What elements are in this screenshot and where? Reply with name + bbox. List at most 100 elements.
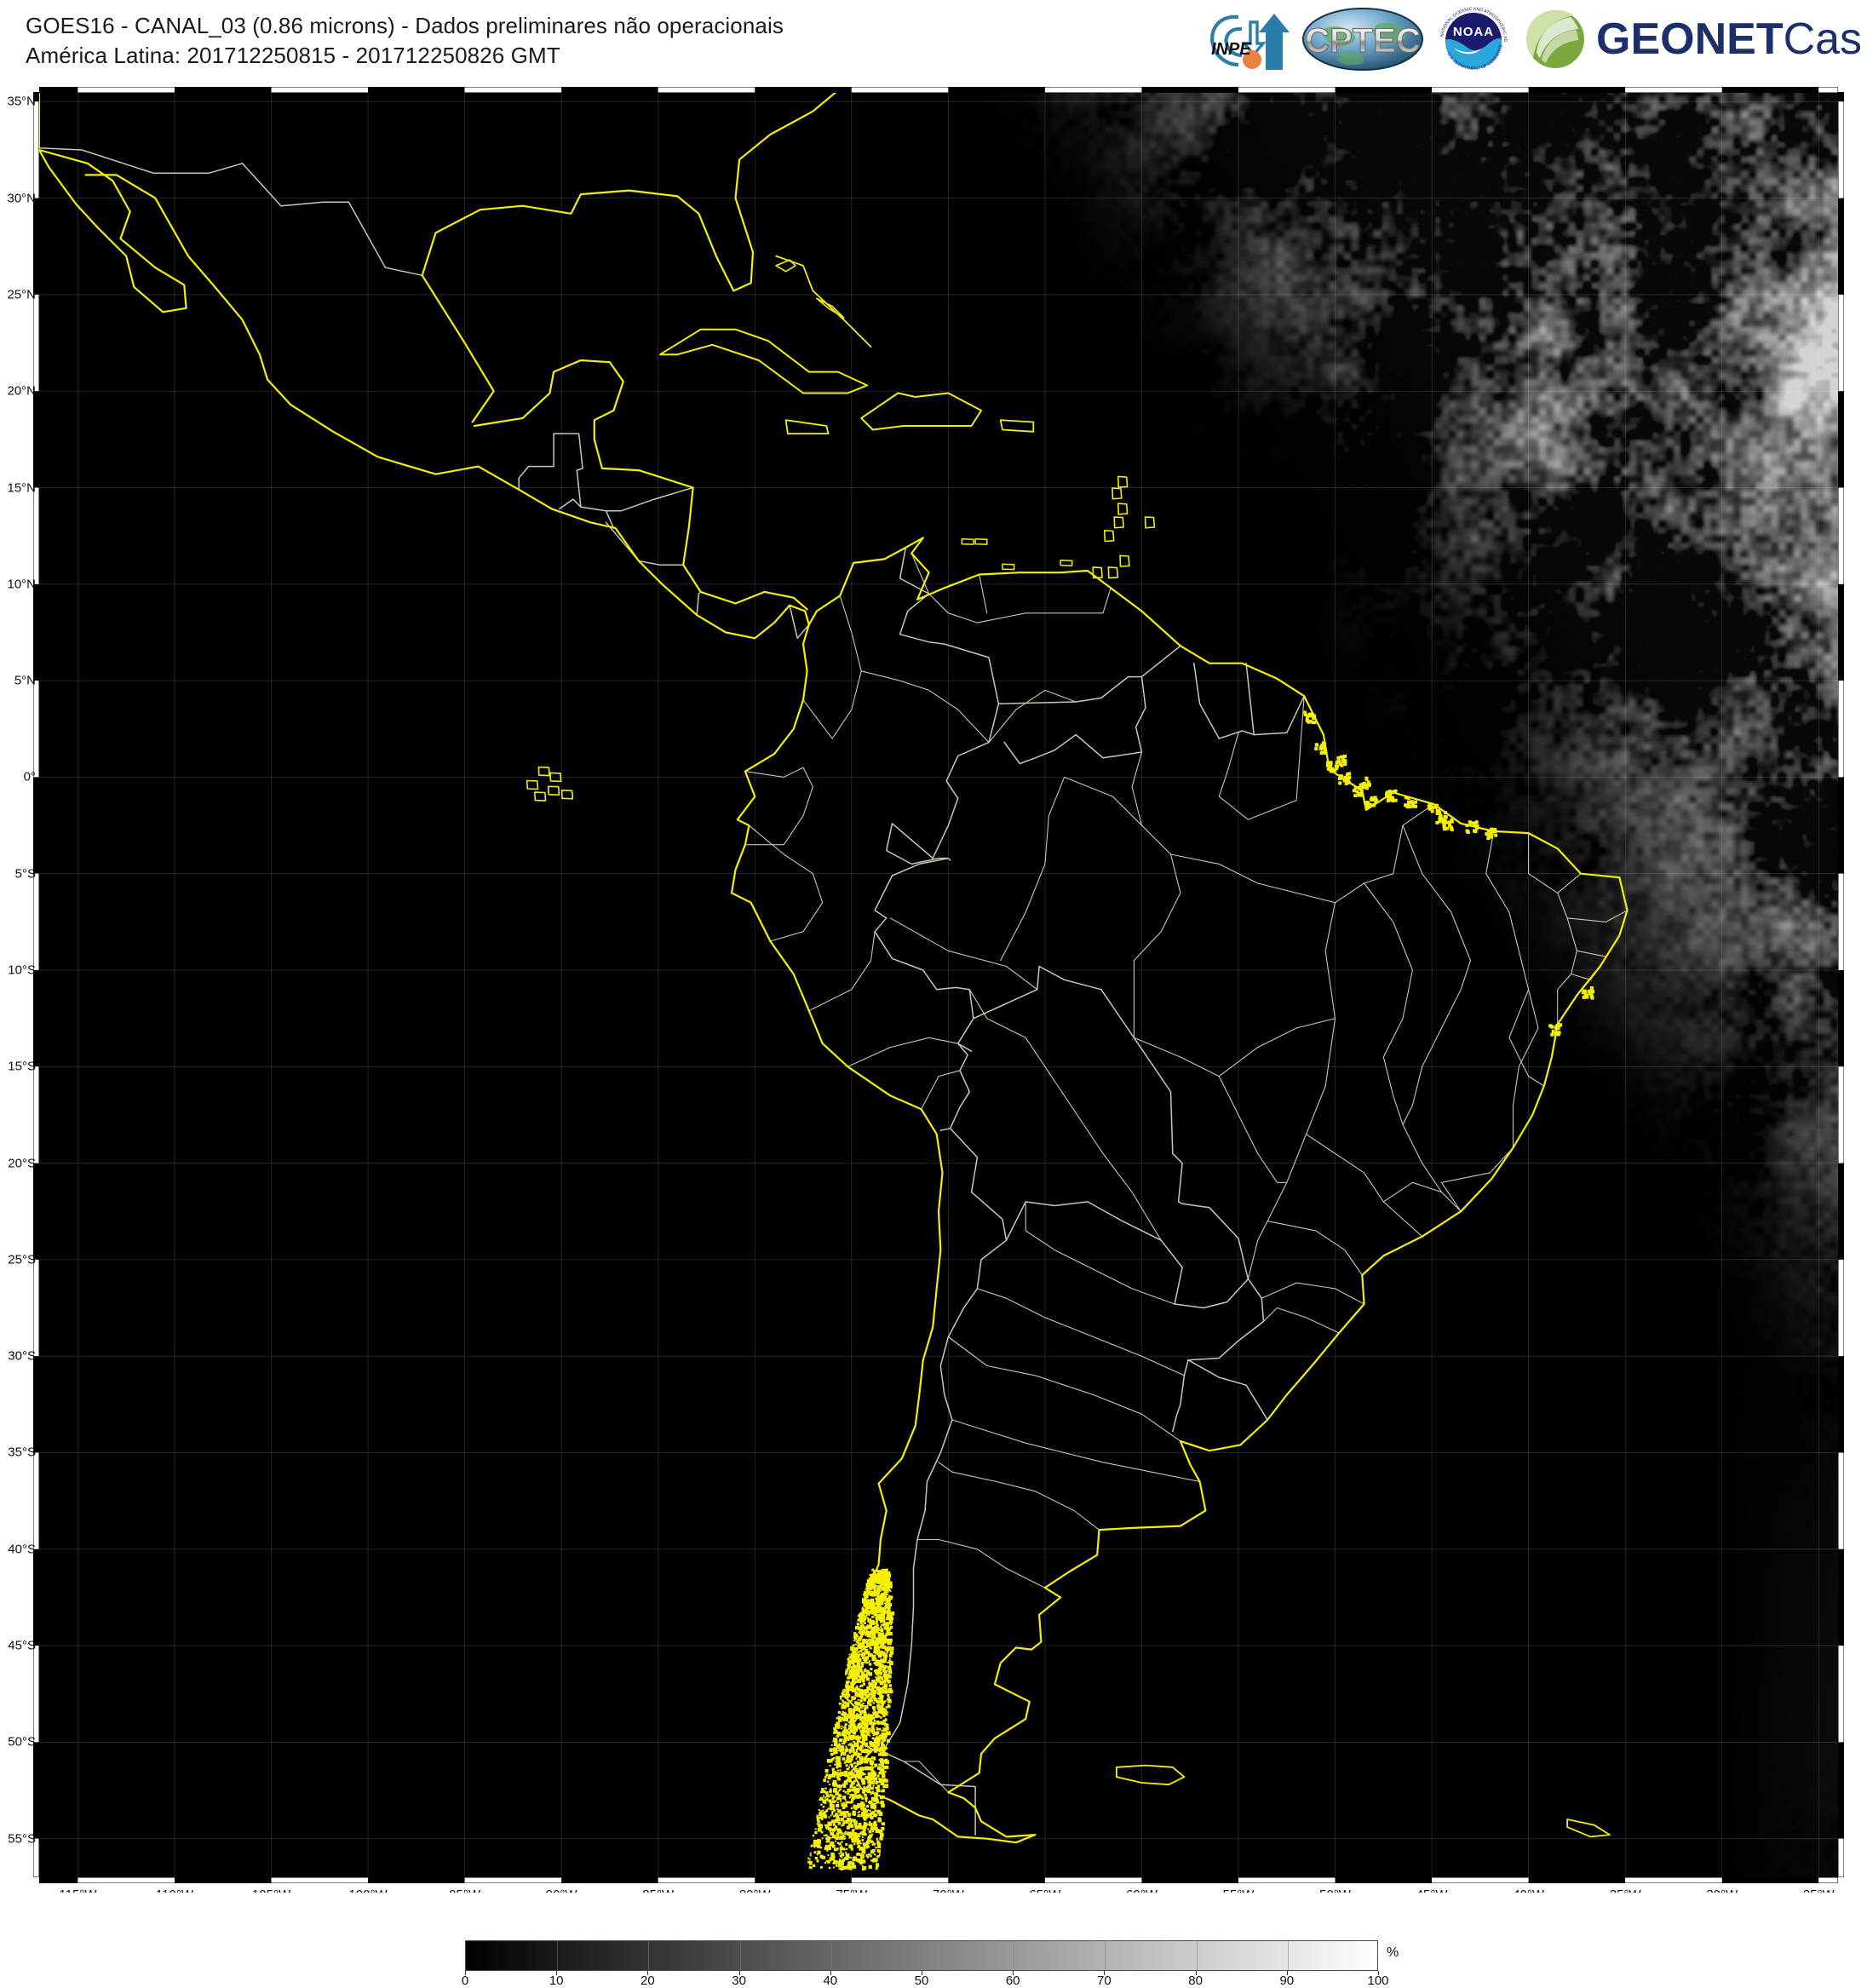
coastline-island	[862, 1680, 865, 1683]
coastline-island	[830, 1828, 833, 1831]
border-path	[1025, 1202, 1175, 1304]
coastline-island	[885, 1700, 887, 1702]
coastline-island	[873, 1591, 876, 1594]
coastline-island	[887, 1601, 889, 1604]
colorbar-gradient	[465, 1940, 1378, 1971]
coastline-path	[474, 360, 807, 609]
coastline-island	[873, 1698, 875, 1699]
coastline-island	[817, 1853, 819, 1855]
coastline-island	[844, 1820, 847, 1824]
coastline-island	[884, 1623, 886, 1624]
coastline-path	[422, 275, 494, 422]
coastline-island	[857, 1650, 859, 1652]
latitude-tick-label: 45°S	[8, 1639, 36, 1653]
coastline-island	[863, 1705, 865, 1707]
coastline-island	[889, 1681, 891, 1682]
border-path	[939, 1462, 1100, 1530]
coastline-island	[864, 1790, 865, 1791]
border-path	[890, 918, 1037, 990]
coastline-detail	[1444, 811, 1447, 814]
coastline-island	[848, 1844, 853, 1848]
coastline-detail	[1359, 792, 1363, 796]
coastline-path	[1001, 420, 1034, 432]
latitude-tick-label: 5°S	[15, 866, 36, 881]
border-path	[1171, 804, 1434, 903]
coastline-island	[866, 1841, 870, 1845]
coastline-island	[846, 1764, 848, 1767]
coastline-detail	[1336, 756, 1340, 760]
border-path	[861, 671, 989, 743]
latitude-tick-label: 55°S	[8, 1831, 36, 1846]
latitude-tick-label: 20°N	[7, 384, 36, 399]
coastline-island	[814, 1831, 817, 1834]
latitude-tick-label: 35°N	[7, 95, 36, 109]
coastline-island	[875, 1847, 876, 1848]
border-path	[1001, 777, 1065, 960]
coastline-island	[860, 1685, 863, 1687]
coastline-detail	[1442, 820, 1445, 824]
coastline-island	[853, 1668, 854, 1669]
coastline-island	[853, 1762, 856, 1765]
coastline-detail	[1313, 721, 1317, 724]
coastline-island	[870, 1629, 874, 1632]
coastline-island	[856, 1667, 858, 1669]
coastline-island	[840, 1868, 842, 1870]
coastline-island	[884, 1594, 887, 1596]
coastline-island	[878, 1691, 882, 1694]
coastline-island	[887, 1739, 890, 1743]
coastline-path	[786, 420, 829, 434]
product-title-line-2: América Latina: 201712250815 - 201712250…	[26, 41, 784, 71]
coastline-island	[870, 1745, 872, 1747]
coastline-island	[890, 1646, 894, 1651]
coastline-island	[864, 1818, 867, 1821]
coastline-island	[860, 1696, 864, 1699]
coastline-island	[849, 1729, 853, 1732]
coastline-island	[827, 1781, 829, 1783]
coastline-detail	[1414, 801, 1417, 804]
coastline-island	[837, 1773, 842, 1777]
coastline-island	[830, 1833, 832, 1836]
coastline-island	[878, 1710, 882, 1714]
coastline-island	[868, 1824, 870, 1825]
satellite-image-plot[interactable]	[39, 92, 1838, 1877]
coastline-island	[858, 1782, 859, 1784]
coastline-island	[869, 1865, 872, 1869]
coastline-island	[814, 1851, 817, 1853]
coastline-island	[886, 1706, 888, 1708]
coastline-island	[871, 1721, 875, 1725]
coastline-island	[864, 1713, 865, 1715]
coastline-detail	[1494, 834, 1497, 837]
border-path	[1264, 1308, 1340, 1334]
coastline-island	[848, 1856, 850, 1858]
coastline-island	[874, 1807, 876, 1808]
coastline-island	[842, 1806, 846, 1809]
coastline-island	[830, 1853, 835, 1857]
coastline-island	[867, 1790, 869, 1792]
coastline-island	[858, 1846, 860, 1848]
coastline-island	[868, 1603, 870, 1605]
coastline-island	[826, 1841, 828, 1842]
colorbar-tick-label: 20	[641, 1974, 655, 1988]
coastline-island	[868, 1700, 870, 1702]
coastline-island	[830, 1795, 833, 1797]
coastline-detail	[1487, 829, 1491, 832]
coastline-island	[837, 1770, 839, 1772]
coastline-island	[877, 1813, 879, 1814]
geonetcast-logo-text: GEONETCast	[1596, 14, 1860, 64]
coastline-island	[838, 1718, 842, 1722]
border-path	[1383, 1182, 1441, 1202]
coastline-detail	[1428, 805, 1431, 808]
coastline-island	[843, 1702, 846, 1704]
coastline-island	[882, 1652, 885, 1655]
colorbar-gridline	[1197, 1941, 1198, 1970]
coastline-island	[867, 1651, 870, 1653]
coastline-island	[830, 1837, 831, 1839]
coastline-island	[870, 1758, 872, 1761]
coastline-island	[867, 1686, 870, 1690]
coastline-island	[854, 1820, 856, 1822]
coastline-island	[844, 1796, 846, 1797]
coastline-island	[862, 1608, 864, 1610]
cptec-logo: CPTEC	[1300, 3, 1426, 75]
coastline-detail	[1347, 776, 1351, 779]
border-path	[606, 522, 683, 565]
